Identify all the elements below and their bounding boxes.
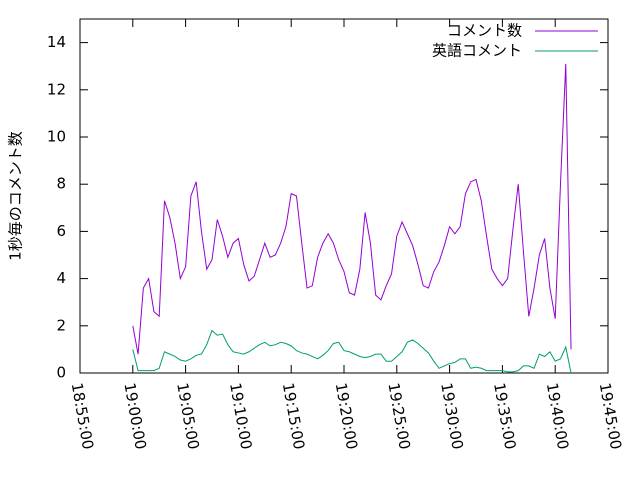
y-tick-label: 12 <box>47 80 66 98</box>
x-tick-label: 19:00:00 <box>120 381 149 450</box>
x-tick-label: 19:30:00 <box>437 381 466 450</box>
y-tick-label: 10 <box>47 128 66 146</box>
y-axis-label: 1秒毎のコメント数 <box>7 131 25 261</box>
x-tick-label: 19:20:00 <box>332 381 361 450</box>
legend-label: 英語コメント <box>432 42 522 60</box>
y-tick-label: 8 <box>56 175 66 193</box>
y-tick-label: 0 <box>56 364 66 382</box>
legend-label: コメント数 <box>447 22 522 40</box>
data-line <box>132 329 572 374</box>
x-tick-label: 19:35:00 <box>490 381 519 450</box>
x-tick-label: 19:45:00 <box>596 381 625 450</box>
x-tick-label: 19:05:00 <box>173 381 202 450</box>
plot-frame <box>79 18 609 374</box>
y-tick-label: 6 <box>56 222 66 240</box>
x-tick-label: 19:40:00 <box>543 381 572 450</box>
y-tick-label: 14 <box>47 33 66 51</box>
y-tick-label: 4 <box>56 269 66 287</box>
data-line <box>132 63 572 355</box>
y-tick-label: 2 <box>56 316 66 334</box>
x-tick-label: 19:10:00 <box>226 381 255 450</box>
x-tick-label: 18:55:00 <box>68 381 97 450</box>
x-tick-label: 19:15:00 <box>279 381 308 450</box>
x-tick-label: 19:25:00 <box>384 381 413 450</box>
